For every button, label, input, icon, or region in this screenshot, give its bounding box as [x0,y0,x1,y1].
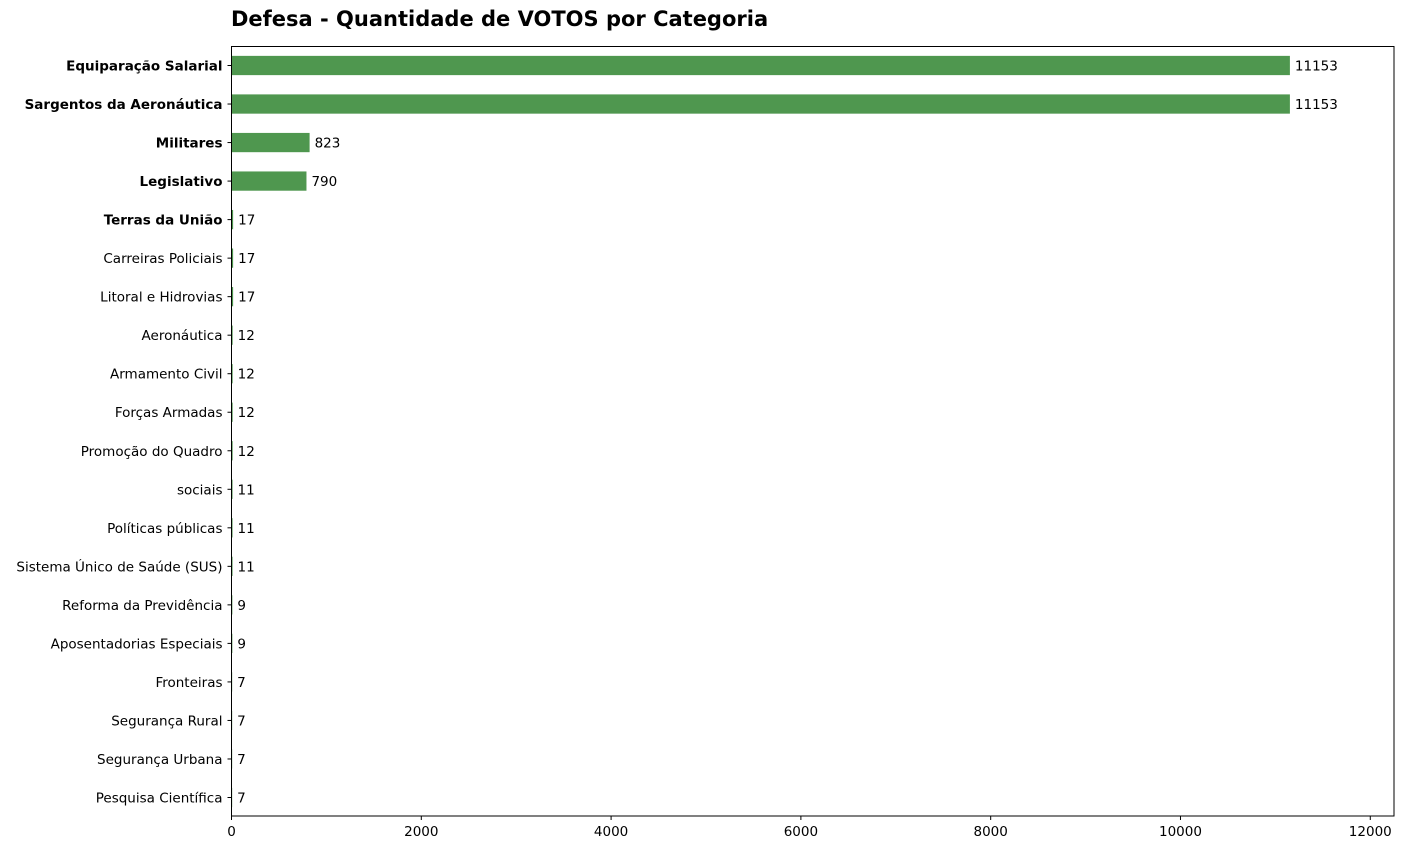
category-label: Equiparação Salarial [66,59,222,75]
value-label: 790 [311,174,337,190]
value-label: 11 [238,559,255,575]
value-label: 7 [237,791,246,807]
category-label: Litoral e Hidrovias [100,290,222,306]
bar [231,287,234,307]
x-axis-ticks: 0 2000 4000 6000 8000 10000 12000 [227,65,1392,840]
value-label: 7 [237,713,246,729]
category-label: Reforma da Previdência [62,598,222,614]
bar [231,132,310,153]
bar [231,94,1290,114]
x-tick-label: 2000 [404,824,438,840]
value-label: 12 [238,328,255,344]
category-label: Segurança Urbana [97,752,222,768]
value-label: 7 [237,675,246,691]
value-label: 11153 [1295,59,1338,75]
value-label: 17 [238,290,255,306]
x-tick-label: 6000 [784,824,818,840]
category-label: Promoção do Quadro [81,444,223,460]
category-label: Carreiras Policiais [103,251,222,267]
labels-layer: Equiparação Salarial 11153 Sargentos da Ae… [16,59,1337,807]
value-label: 11 [238,521,255,537]
category-label: Legislativo [140,174,223,190]
value-label: 823 [315,136,341,152]
bar [231,441,233,461]
category-label: Aposentadorias Especiais [51,636,223,652]
value-label: 9 [237,598,246,614]
bar [231,518,233,538]
x-tick-label: 8000 [974,824,1008,840]
x-tick-label: 0 [227,824,236,840]
bar [231,209,234,230]
x-tick-label: 10000 [1159,824,1202,840]
value-label: 17 [238,251,255,267]
x-tick-label: 4000 [594,824,628,840]
bar [231,325,233,345]
value-label: 12 [238,405,255,421]
category-label: Fronteiras [155,675,222,691]
bar [231,171,307,191]
category-label: Forças Armadas [115,405,223,421]
value-label: 11153 [1295,97,1338,113]
category-label: Políticas públicas [107,521,222,537]
value-label: 17 [238,213,255,229]
bar [231,364,233,384]
bar [231,556,233,576]
category-label: Sargentos da Aeronáutica [25,97,223,113]
category-label: Pesquisa Científica [96,791,223,807]
value-label: 11 [238,482,255,498]
category-label: Aeronáutica [142,328,223,344]
bar [231,402,233,422]
category-label: Segurança Rural [111,713,222,729]
value-label: 12 [238,367,255,383]
category-label: Militares [156,136,223,152]
plot-frame [231,46,1395,817]
chart-title: Defesa - Quantidade de VOTOS por Categor… [231,7,768,31]
value-label: 9 [237,636,246,652]
bars-layer [231,55,1290,808]
value-label: 12 [238,444,255,460]
x-tick-label: 12000 [1349,824,1392,840]
category-label: Terras da União [104,213,223,229]
category-label: sociais [177,482,223,498]
category-label: Sistema Único de Saúde (SUS) [16,557,222,575]
bar [231,248,234,268]
category-label: Armamento Civil [110,367,223,383]
bar [231,55,1290,76]
bar [231,479,233,499]
value-label: 7 [237,752,246,768]
